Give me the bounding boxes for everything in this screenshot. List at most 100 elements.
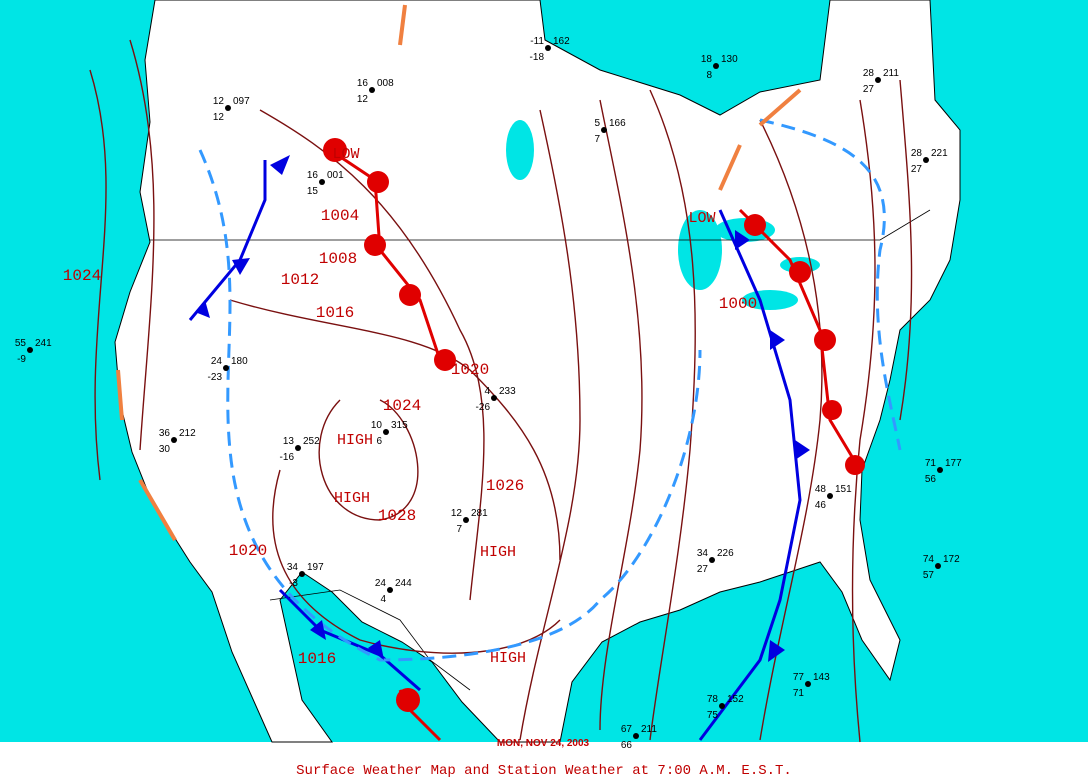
- isobar-label: 1024: [383, 397, 421, 415]
- station-temp: 16: [357, 78, 369, 89]
- station-dot: [805, 681, 811, 687]
- station-pressure: 211: [883, 68, 899, 79]
- station-pressure: 211: [641, 724, 657, 735]
- pressure-center: LOW: [688, 210, 715, 227]
- station-temp: 5: [594, 118, 600, 129]
- station-dew: 66: [621, 740, 633, 751]
- station-temp: 24: [211, 356, 223, 367]
- station-pressure: 221: [931, 148, 948, 159]
- station-temp: 10: [371, 420, 383, 431]
- isobar-label: 1016: [298, 650, 336, 668]
- station-dew: 56: [925, 474, 937, 485]
- station-temp: 16: [307, 170, 319, 181]
- station-temp: 78: [707, 694, 719, 705]
- station-dot: [225, 105, 231, 111]
- station-temp: 34: [287, 562, 299, 573]
- border: [269, 589, 471, 691]
- station-dew: -3: [289, 578, 298, 589]
- isobar-label: 1020: [229, 542, 267, 560]
- station-dot: [27, 347, 33, 353]
- station-dew: -9: [17, 354, 26, 365]
- station-temp: 28: [863, 68, 875, 79]
- station-pressure: 130: [721, 54, 738, 65]
- station-temp: 12: [213, 96, 225, 107]
- station-pressure: 281: [471, 508, 488, 519]
- station-dot: [171, 437, 177, 443]
- station-dew: 12: [357, 94, 369, 105]
- pressure-center: HIGH: [334, 490, 370, 507]
- station-dot: [827, 493, 833, 499]
- station-pressure: 172: [943, 554, 960, 565]
- station-dew: 75: [707, 710, 719, 721]
- isobar-label: 1028: [378, 507, 416, 525]
- station-pressure: 197: [307, 562, 324, 573]
- station-temp: 4: [484, 386, 490, 397]
- station-temp: 67: [621, 724, 633, 735]
- station-temp: 18: [701, 54, 713, 65]
- isobar-label: 1026: [486, 477, 524, 495]
- isobar-label: 1020: [451, 361, 489, 379]
- station-dot: [719, 703, 725, 709]
- pressure-center: HIGH: [480, 544, 516, 561]
- station-pressure: 241: [35, 338, 52, 349]
- station-pressure: 162: [553, 36, 570, 47]
- front-symbols: [195, 155, 810, 662]
- station-dot: [937, 467, 943, 473]
- squall-line: [116, 369, 177, 542]
- isobar-label: 1008: [319, 250, 357, 268]
- station-pressure: 001: [327, 170, 344, 181]
- station-dot: [463, 517, 469, 523]
- station-temp: 24: [375, 578, 387, 589]
- station-dot: [299, 571, 305, 577]
- station-pressure: 166: [609, 118, 626, 129]
- station-temp: -11: [530, 36, 544, 47]
- station-temp: 13: [283, 436, 295, 447]
- station-dew: 46: [815, 500, 827, 511]
- station-dot: [923, 157, 929, 163]
- station-pressure: 233: [499, 386, 516, 397]
- cold-front: [698, 209, 802, 741]
- station-temp: 34: [697, 548, 709, 559]
- station-dot: [601, 127, 607, 133]
- lake: [742, 290, 798, 310]
- trough: [759, 118, 902, 451]
- station-dot: [295, 445, 301, 451]
- station-dot: [713, 63, 719, 69]
- station-dew: 27: [697, 564, 709, 575]
- pressure-center: HIGH: [337, 432, 373, 449]
- station-dew: 12: [213, 112, 225, 123]
- station-temp: 36: [159, 428, 171, 439]
- isobar-label: 1012: [281, 271, 319, 289]
- pressure-center: LOW: [332, 146, 359, 163]
- station-temp: 55: [15, 338, 27, 349]
- station-temp: 74: [923, 554, 935, 565]
- station-dot: [383, 429, 389, 435]
- isobar-label: 1000: [719, 295, 757, 313]
- front-symbols: [323, 138, 865, 712]
- station-dot: [545, 45, 551, 51]
- station-pressure: 177: [945, 458, 962, 469]
- station-pressure: 152: [727, 694, 744, 705]
- station-pressure: 008: [377, 78, 394, 89]
- cold-front: [188, 160, 267, 321]
- station-dew: 8: [706, 70, 712, 81]
- station-dew: 15: [307, 186, 319, 197]
- station-pressure: 180: [231, 356, 248, 367]
- station-dew: 7: [594, 134, 600, 145]
- station-pressure: 097: [233, 96, 250, 107]
- station-dot: [491, 395, 497, 401]
- isobar-label: 1024: [63, 267, 101, 285]
- station-dew: 7: [456, 524, 462, 535]
- station-dew: 30: [159, 444, 171, 455]
- station-dot: [387, 587, 393, 593]
- station-pressure: 143: [813, 672, 830, 683]
- border: [150, 209, 931, 241]
- station-dew: -16: [280, 452, 295, 463]
- station-dew: -26: [476, 402, 491, 413]
- lake: [506, 120, 534, 180]
- station-dot: [875, 77, 881, 83]
- station-dew: 27: [911, 164, 923, 175]
- station-dot: [709, 557, 715, 563]
- station-temp: 12: [451, 508, 463, 519]
